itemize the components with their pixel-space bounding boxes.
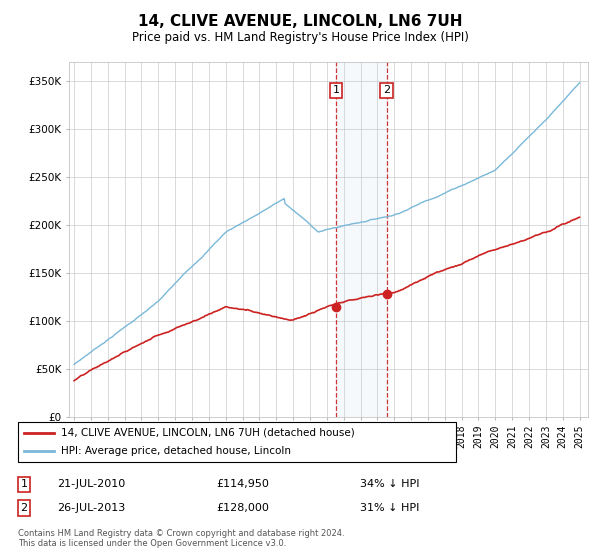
Text: 31% ↓ HPI: 31% ↓ HPI — [360, 503, 419, 513]
Bar — [336, 62, 387, 417]
Text: £128,000: £128,000 — [216, 503, 269, 513]
Text: £114,950: £114,950 — [216, 479, 269, 489]
Text: 2: 2 — [20, 503, 28, 513]
Text: 2: 2 — [383, 86, 391, 95]
Text: Price paid vs. HM Land Registry's House Price Index (HPI): Price paid vs. HM Land Registry's House … — [131, 31, 469, 44]
Text: 21-JUL-2010: 21-JUL-2010 — [57, 479, 125, 489]
Text: 14, CLIVE AVENUE, LINCOLN, LN6 7UH: 14, CLIVE AVENUE, LINCOLN, LN6 7UH — [138, 14, 462, 29]
Text: 34% ↓ HPI: 34% ↓ HPI — [360, 479, 419, 489]
Text: 1: 1 — [20, 479, 28, 489]
Text: 26-JUL-2013: 26-JUL-2013 — [57, 503, 125, 513]
Text: 14, CLIVE AVENUE, LINCOLN, LN6 7UH (detached house): 14, CLIVE AVENUE, LINCOLN, LN6 7UH (deta… — [61, 428, 355, 438]
Text: Contains HM Land Registry data © Crown copyright and database right 2024.
This d: Contains HM Land Registry data © Crown c… — [18, 529, 344, 548]
Text: HPI: Average price, detached house, Lincoln: HPI: Average price, detached house, Linc… — [61, 446, 291, 456]
Text: 1: 1 — [332, 86, 340, 95]
